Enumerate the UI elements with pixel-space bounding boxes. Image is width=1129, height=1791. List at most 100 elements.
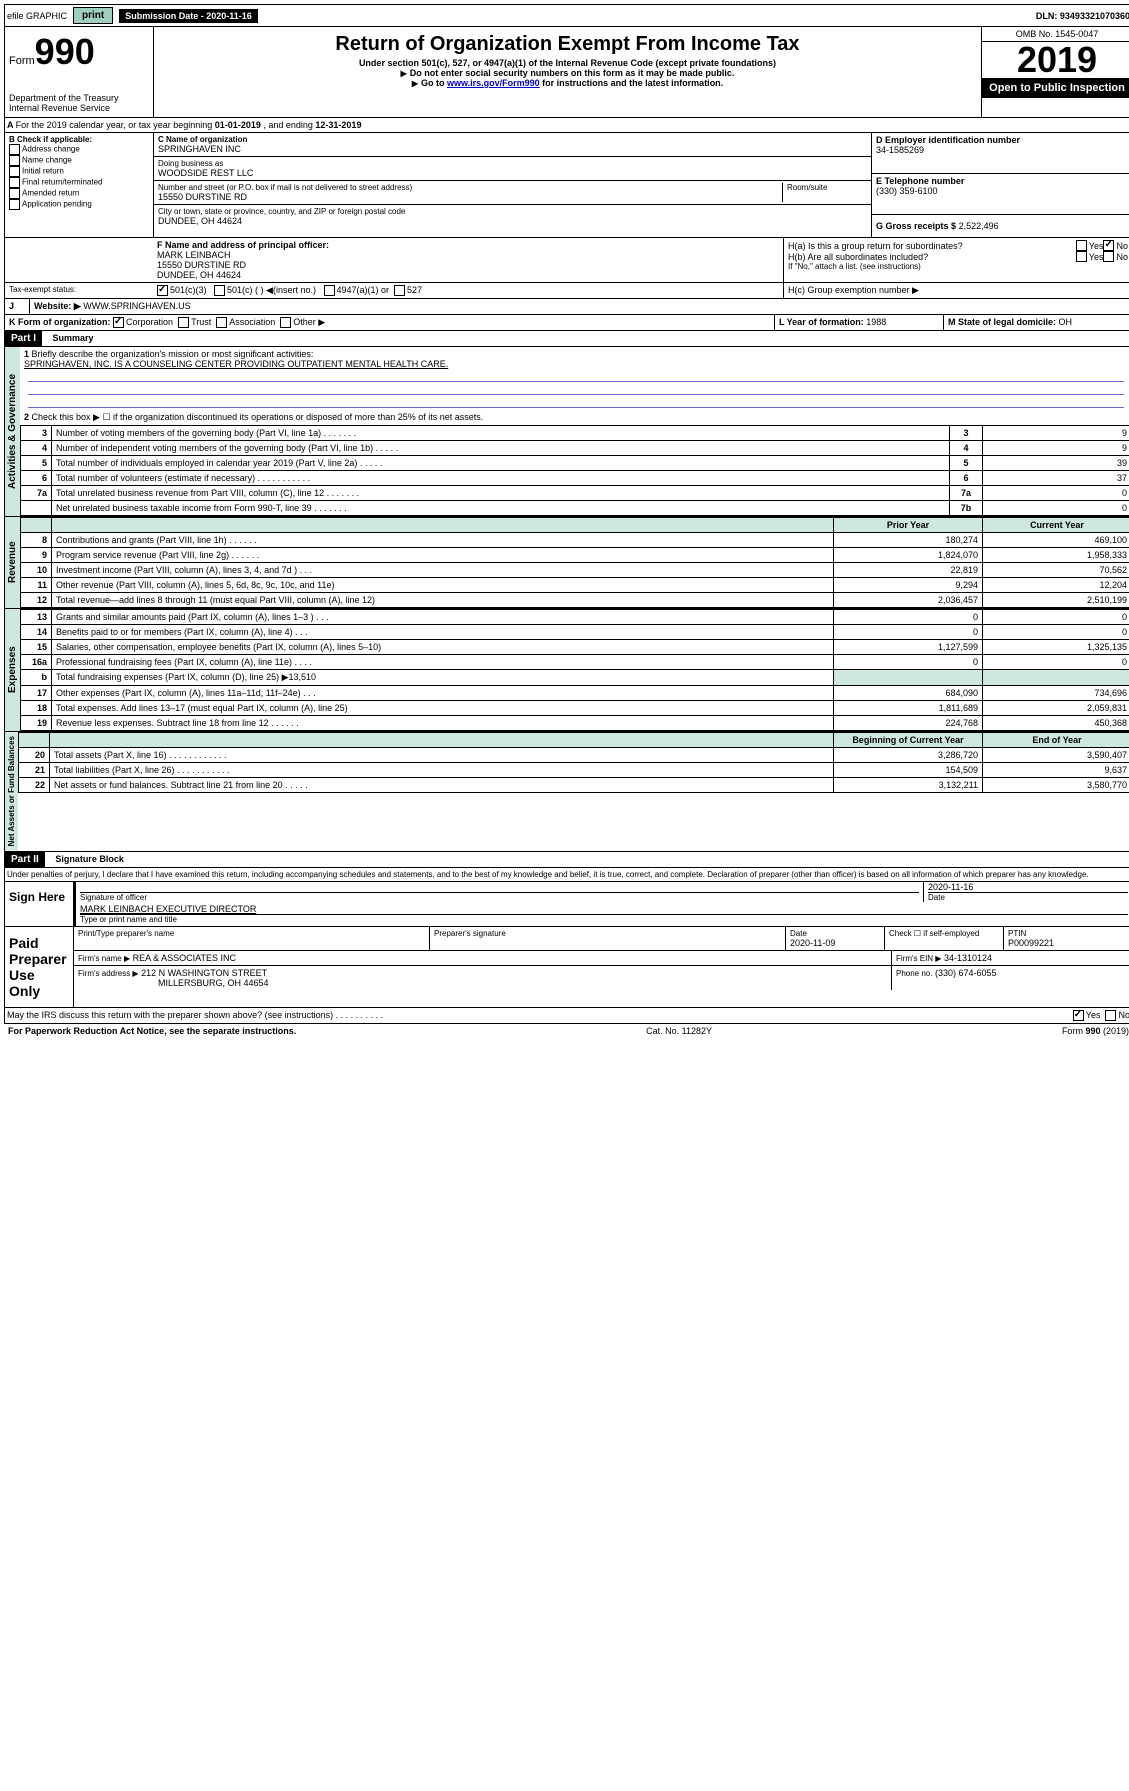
dln-label: DLN: 93493321070360 [1036,11,1129,21]
website-row: J Website: ▶ WWW.SPRINGHAVEN.US [4,299,1129,315]
section-k: K Form of organization: Corporation Trus… [5,315,775,330]
paid-preparer-block: Paid Preparer Use Only Print/Type prepar… [4,927,1129,1008]
street-address: 15550 DURSTINE RD [158,192,782,202]
form-label: Form [9,55,35,67]
section-m: M State of legal domicile: OH [944,315,1129,330]
ssn-note: Do not enter social security numbers on … [158,68,977,78]
firm-ein: 34-1310124 [944,953,992,963]
top-bar: efile GRAPHIC print Submission Date - 20… [4,4,1129,27]
ha-yes-checkbox[interactable] [1076,240,1087,251]
table-row: 4Number of independent voting members of… [21,441,1129,456]
form-number: 990 [35,31,95,72]
officer-typed-name: MARK LEINBACH EXECUTIVE DIRECTOR [80,904,1128,915]
table-row: 21Total liabilities (Part X, line 26) . … [19,763,1129,778]
table-row: 6Total number of volunteers (estimate if… [21,471,1129,486]
table-row: 20Total assets (Part X, line 16) . . . .… [19,748,1129,763]
form-header: Form990 Department of the Treasury Inter… [4,27,1129,118]
form-footer-label: Form 990 (2019) [1062,1026,1129,1036]
4947-checkbox[interactable] [324,285,335,296]
addr-change-checkbox[interactable] [9,144,20,155]
paid-preparer-label: Paid Preparer Use Only [5,927,73,1007]
table-row: 17Other expenses (Part IX, column (A), l… [21,686,1129,701]
ein: 34-1585269 [876,145,1128,155]
tax-year: 2019 [982,42,1129,78]
assoc-checkbox[interactable] [216,317,227,328]
table-row: 3Number of voting members of the governi… [21,426,1129,441]
section-l: L Year of formation: 1988 [775,315,944,330]
corp-checkbox[interactable] [113,317,124,328]
prep-date: 2020-11-09 [790,938,880,948]
irs-link[interactable]: www.irs.gov/Form990 [447,78,540,88]
section-hc: H(c) Group exemption number ▶ [784,283,1129,298]
table-row: 19Revenue less expenses. Subtract line 1… [21,716,1129,731]
table-row: 16aProfessional fundraising fees (Part I… [21,655,1129,670]
section-b: B Check if applicable: Address change Na… [5,133,154,237]
period-row: A For the 2019 calendar year, or tax yea… [4,118,1129,133]
gov-table: 3Number of voting members of the governi… [20,425,1129,516]
firm-phone: (330) 674-6055 [935,968,997,978]
table-row: 15Salaries, other compensation, employee… [21,640,1129,655]
website-value: WWW.SPRINGHAVEN.US [83,301,190,311]
section-d-e-g: D Employer identification number 34-1585… [872,133,1129,237]
sign-here-label: Sign Here [5,882,73,926]
firm-address: 212 N WASHINGTON STREET [141,968,267,978]
501c-checkbox[interactable] [214,285,225,296]
section-exp-label: Expenses [5,609,20,731]
dept-label: Department of the Treasury Internal Reve… [9,93,149,113]
gross-receipts: 2,522,496 [959,221,999,231]
initial-return-checkbox[interactable] [9,166,20,177]
section-gov-label: Activities & Governance [5,347,20,516]
app-pending-checkbox[interactable] [9,199,20,210]
penalty-text: Under penalties of perjury, I declare th… [4,868,1129,882]
other-checkbox[interactable] [280,317,291,328]
trust-checkbox[interactable] [178,317,189,328]
efile-label: efile GRAPHIC [7,11,67,21]
section-f: F Name and address of principal officer:… [153,238,784,282]
discuss-no-checkbox[interactable] [1105,1010,1116,1021]
table-row: 7aTotal unrelated business revenue from … [21,486,1129,501]
table-row: 8Contributions and grants (Part VIII, li… [21,533,1129,548]
ptin: P00099221 [1008,938,1128,948]
exp-table: 13Grants and similar amounts paid (Part … [20,609,1129,731]
signature-block: Sign Here Signature of officer 2020-11-1… [4,882,1129,927]
table-row: Net unrelated business taxable income fr… [21,501,1129,516]
table-row: 9Program service revenue (Part VIII, lin… [21,548,1129,563]
hb-yes-checkbox[interactable] [1076,251,1087,262]
mission-text: SPRINGHAVEN, INC. IS A COUNSELING CENTER… [24,359,1128,369]
submission-date: Submission Date - 2020-11-16 [119,9,258,23]
section-net-label: Net Assets or Fund Balances [5,732,18,850]
tax-exempt-row: Tax-exempt status: 501(c)(3) 501(c) ( ) … [4,283,1129,299]
hb-no-checkbox[interactable] [1103,251,1114,262]
table-row: 12Total revenue—add lines 8 through 11 (… [21,593,1129,608]
final-return-checkbox[interactable] [9,177,20,188]
table-row: 14Benefits paid to or for members (Part … [21,625,1129,640]
section-rev-label: Revenue [5,517,20,608]
print-button[interactable]: print [73,7,113,24]
table-row: 5Total number of individuals employed in… [21,456,1129,471]
501c3-checkbox[interactable] [157,285,168,296]
part1-body: Activities & Governance 1 Briefly descri… [4,347,1129,517]
netassets-section: Net Assets or Fund Balances Beginning of… [4,732,1129,851]
table-row: bTotal fundraising expenses (Part IX, co… [21,670,1129,686]
form-number-block: Form990 [9,31,149,73]
city-state-zip: DUNDEE, OH 44624 [158,216,867,226]
table-row: 13Grants and similar amounts paid (Part … [21,610,1129,625]
527-checkbox[interactable] [394,285,405,296]
firm-name: REA & ASSOCIATES INC [133,953,236,963]
org-name: SPRINGHAVEN INC [158,144,867,154]
footer: For Paperwork Reduction Act Notice, see … [4,1024,1129,1038]
org-info-row: B Check if applicable: Address change Na… [4,133,1129,238]
telephone: (330) 359-6100 [876,186,1128,196]
part1-header: Part I Summary [4,331,1129,347]
discuss-yes-checkbox[interactable] [1073,1010,1084,1021]
table-row: 22Net assets or fund balances. Subtract … [19,778,1129,793]
expense-section: Expenses 13Grants and similar amounts pa… [4,609,1129,732]
amended-checkbox[interactable] [9,188,20,199]
form-subtitle: Under section 501(c), 527, or 4947(a)(1)… [158,58,977,68]
klm-row: K Form of organization: Corporation Trus… [4,315,1129,331]
rev-table: Prior YearCurrent Year 8Contributions an… [20,517,1129,608]
name-change-checkbox[interactable] [9,155,20,166]
table-row: 11Other revenue (Part VIII, column (A), … [21,578,1129,593]
revenue-section: Revenue Prior YearCurrent Year 8Contribu… [4,517,1129,609]
ha-no-checkbox[interactable] [1103,240,1114,251]
